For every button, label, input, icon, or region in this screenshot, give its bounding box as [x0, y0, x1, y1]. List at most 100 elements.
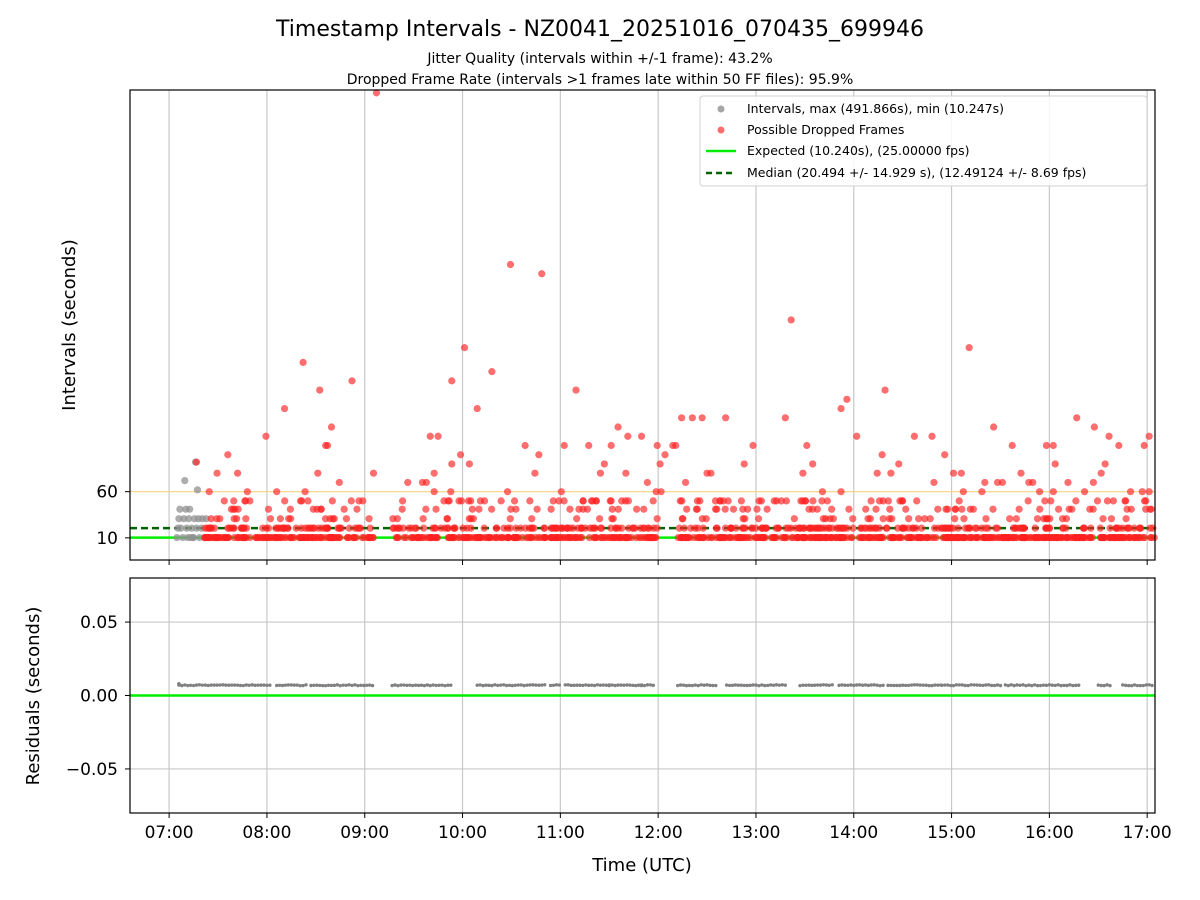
dropped-frame-point	[419, 515, 427, 523]
residual-point	[1068, 683, 1072, 687]
dropped-frame-point	[327, 423, 336, 431]
dropped-frame-point	[242, 515, 250, 523]
residual-point	[431, 683, 435, 687]
dropped-frame-point	[528, 533, 536, 542]
residual-point	[975, 683, 979, 687]
dropped-frame-point	[447, 488, 455, 496]
dropped-frame-point	[878, 451, 886, 459]
dropped-frame-point	[696, 533, 705, 542]
dropped-frame-point	[521, 441, 529, 450]
residual-point	[446, 683, 450, 687]
dropped-frame-point	[206, 524, 214, 532]
dropped-frame-point	[869, 524, 877, 532]
residual-point	[1053, 683, 1057, 688]
dropped-frame-point	[848, 533, 856, 542]
dropped-frame-point	[497, 497, 505, 505]
dropped-frame-point	[246, 497, 254, 505]
dropped-frame-point	[739, 515, 747, 523]
dropped-frame-point	[1107, 515, 1116, 523]
dropped-frame-point	[450, 524, 458, 532]
residual-point	[748, 683, 752, 688]
residual-point	[645, 683, 650, 687]
residual-point	[854, 683, 859, 687]
residual-point	[235, 683, 240, 687]
residual-point	[275, 683, 279, 688]
dropped-frame-point	[549, 497, 557, 505]
residual-point	[1032, 683, 1037, 687]
residual-point	[900, 683, 905, 687]
residual-point	[232, 683, 237, 687]
dropped-frame-point	[1056, 533, 1064, 542]
dropped-frame-point	[646, 533, 655, 542]
dropped-frame-point	[394, 533, 402, 542]
residual-point	[849, 683, 853, 687]
dropped-frame-point	[882, 524, 890, 532]
residual-point	[1105, 683, 1109, 687]
residual-point	[693, 683, 698, 687]
dropped-frame-point	[965, 344, 973, 352]
dropped-frame-point	[656, 460, 664, 468]
residual-point	[1126, 683, 1131, 688]
dropped-frame-point	[259, 524, 267, 532]
dropped-frame-point	[412, 524, 420, 532]
dropped-frame-point	[960, 515, 968, 523]
residual-point	[393, 683, 397, 687]
dropped-frame-point	[522, 533, 531, 542]
dropped-frame-point	[275, 524, 283, 532]
residual-point	[903, 683, 908, 688]
x-axis-label: Time (UTC)	[591, 855, 692, 876]
residual-point	[912, 683, 917, 687]
dropped-frame-point	[1136, 524, 1145, 532]
residual-point	[504, 683, 509, 688]
dropped-frame-point	[422, 478, 430, 487]
dropped-frame-point	[1042, 441, 1051, 450]
dropped-frame-point	[286, 505, 294, 513]
dropped-frame-point	[624, 432, 632, 440]
dropped-frame-point	[810, 524, 819, 532]
residual-point	[507, 683, 512, 688]
residual-point	[857, 683, 862, 687]
residual-point	[960, 683, 965, 687]
residual-point	[1024, 683, 1028, 688]
residual-point	[909, 683, 914, 687]
residual-point	[548, 683, 553, 688]
dropped-frame-point	[432, 505, 440, 513]
residual-point	[714, 683, 718, 688]
residual-point	[702, 683, 706, 687]
dropped-frame-point	[301, 488, 309, 496]
dropped-frame-point	[285, 515, 293, 523]
dropped-frame-point	[927, 533, 935, 542]
dropped-frame-point	[316, 386, 324, 394]
dropped-frame-point	[202, 533, 210, 542]
residual-point	[898, 683, 902, 688]
dropped-frame-point	[607, 441, 615, 450]
residual-point	[687, 683, 692, 688]
residual-point	[771, 683, 776, 687]
dropped-frame-point	[968, 533, 976, 542]
dropped-frame-point	[473, 404, 481, 413]
dropped-frame-point	[1006, 515, 1014, 523]
dropped-frame-point	[853, 432, 861, 440]
residual-point	[1102, 683, 1106, 688]
dropped-frame-point	[506, 260, 515, 269]
dropped-frame-point	[989, 505, 997, 513]
dropped-frame-point	[343, 533, 352, 542]
dropped-frame-point	[252, 533, 260, 542]
dropped-frame-point	[530, 524, 538, 532]
residual-point	[475, 683, 479, 687]
residual-point	[943, 683, 947, 687]
dropped-frame-point	[1122, 497, 1130, 505]
dropped-frame-point	[959, 488, 967, 496]
residual-point	[633, 683, 638, 688]
residual-point	[554, 683, 559, 687]
dropped-frame-point	[1051, 460, 1059, 468]
bottom-y-axis-label: Residuals (seconds)	[23, 607, 44, 786]
dropped-frame-point	[624, 497, 632, 505]
residual-point	[405, 683, 409, 688]
residual-point	[930, 683, 934, 688]
dropped-frame-point	[566, 505, 574, 513]
dropped-frame-point	[614, 533, 622, 542]
dropped-frame-point	[843, 395, 851, 403]
dropped-frame-point	[930, 524, 939, 532]
dropped-frame-point	[792, 524, 800, 532]
